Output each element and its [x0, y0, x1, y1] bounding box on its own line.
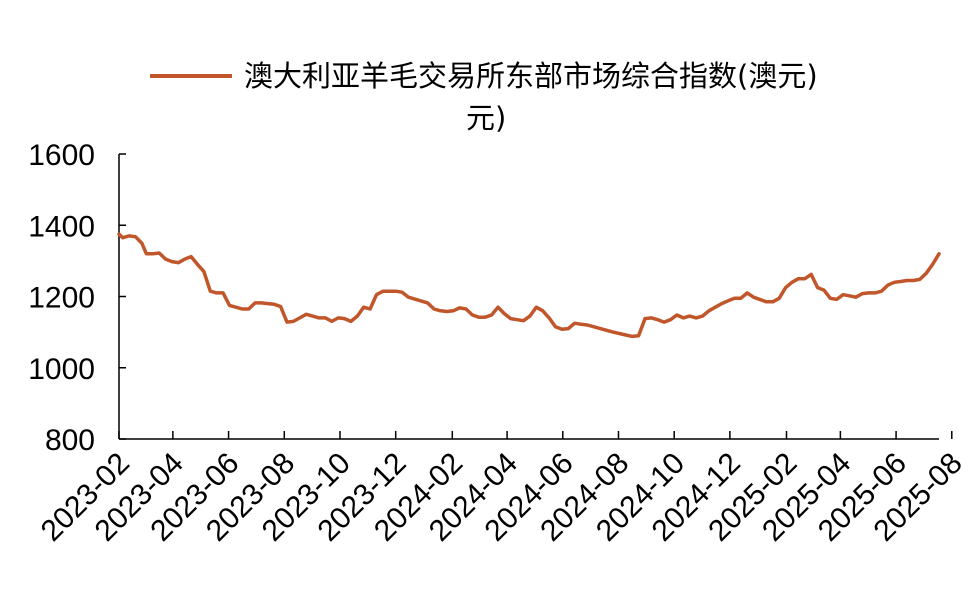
y-tick-label: 1600 [28, 139, 95, 172]
y-tick-label: 1200 [28, 282, 95, 315]
plot-area [117, 232, 941, 339]
legend-label-overflow: 元) [466, 101, 506, 135]
y-tick-label: 800 [45, 424, 95, 457]
legend: 澳大利亚羊毛交易所东部市场综合指数(澳元) 元) [150, 59, 818, 135]
y-tick-label: 1400 [28, 210, 95, 243]
y-tick-label: 1000 [28, 353, 95, 386]
series-line [117, 232, 941, 339]
legend-label: 澳大利亚羊毛交易所东部市场综合指数(澳元) [244, 59, 818, 93]
